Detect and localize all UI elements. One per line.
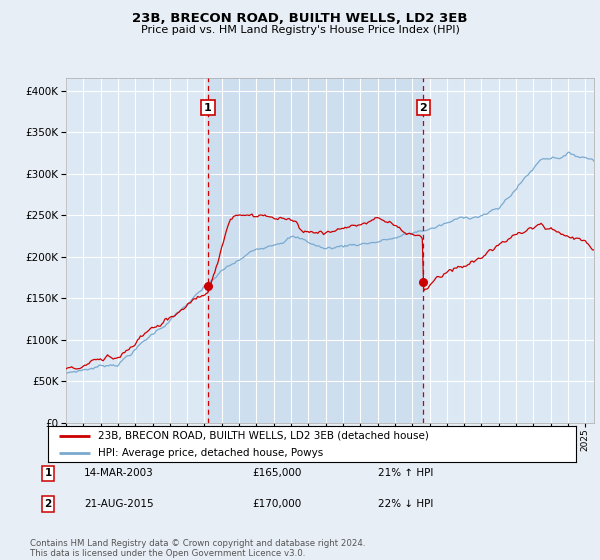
Text: 23B, BRECON ROAD, BUILTH WELLS, LD2 3EB: 23B, BRECON ROAD, BUILTH WELLS, LD2 3EB xyxy=(132,12,468,25)
Text: HPI: Average price, detached house, Powys: HPI: Average price, detached house, Powy… xyxy=(98,448,323,458)
Text: 22% ↓ HPI: 22% ↓ HPI xyxy=(378,499,433,509)
Text: 23B, BRECON ROAD, BUILTH WELLS, LD2 3EB (detached house): 23B, BRECON ROAD, BUILTH WELLS, LD2 3EB … xyxy=(98,431,429,441)
Bar xyxy=(208,78,424,423)
Text: £165,000: £165,000 xyxy=(252,468,301,478)
Text: 14-MAR-2003: 14-MAR-2003 xyxy=(84,468,154,478)
Text: 2: 2 xyxy=(419,102,427,113)
Text: 1: 1 xyxy=(44,468,52,478)
Text: 2: 2 xyxy=(44,499,52,509)
Text: 1: 1 xyxy=(204,102,212,113)
Text: 21-AUG-2015: 21-AUG-2015 xyxy=(84,499,154,509)
Text: 21% ↑ HPI: 21% ↑ HPI xyxy=(378,468,433,478)
Text: Price paid vs. HM Land Registry's House Price Index (HPI): Price paid vs. HM Land Registry's House … xyxy=(140,25,460,35)
Text: Contains HM Land Registry data © Crown copyright and database right 2024.
This d: Contains HM Land Registry data © Crown c… xyxy=(30,539,365,558)
Text: £170,000: £170,000 xyxy=(252,499,301,509)
